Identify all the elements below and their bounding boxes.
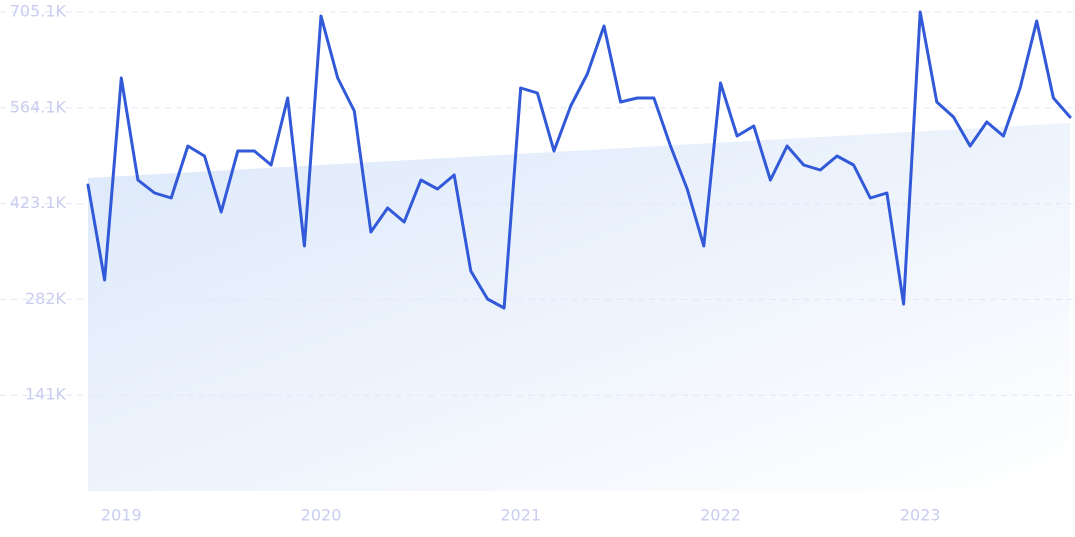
x-tick-label: 2022 [700,506,741,525]
y-tick-label: 423.1K [10,193,67,212]
x-tick-label: 2021 [500,506,541,525]
line [86,10,1072,310]
y-tick-label: 141K [25,385,67,404]
trend-area [88,123,1070,492]
y-tick-label: 705.1K [10,2,67,21]
x-tick-label: 2023 [900,506,941,525]
y-tick-label: 564.1K [10,97,67,116]
x-tick-label: 2020 [301,506,342,525]
x-tick-label: 2019 [101,506,142,525]
y-tick-label: 282K [25,289,67,308]
